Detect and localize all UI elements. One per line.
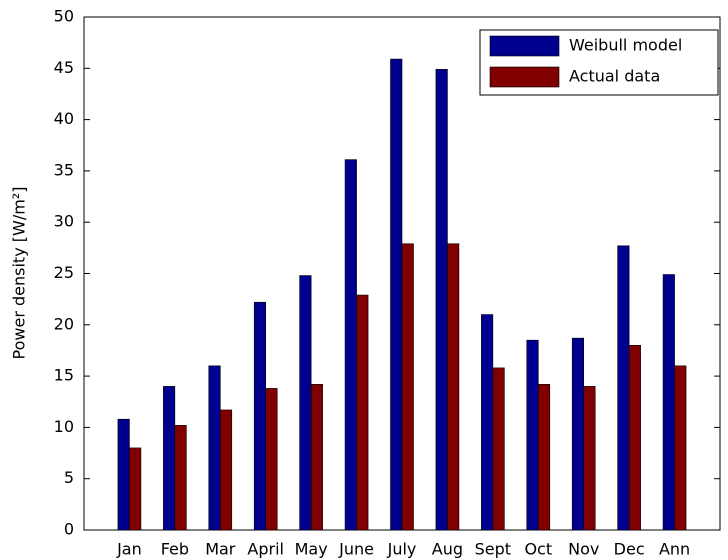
x-tick-label: May xyxy=(295,540,328,559)
legend-label: Weibull model xyxy=(569,36,682,55)
y-tick-label: 15 xyxy=(54,366,74,385)
x-tick-label: Aug xyxy=(432,540,463,559)
x-tick-label: Oct xyxy=(524,540,552,559)
x-tick-label: April xyxy=(247,540,284,559)
bar xyxy=(662,274,675,531)
bar xyxy=(174,425,187,531)
legend-swatch xyxy=(489,35,560,57)
bar xyxy=(481,314,494,531)
bar xyxy=(265,388,278,531)
x-tick-label: Jan xyxy=(116,540,142,559)
bar xyxy=(674,365,687,531)
legend-swatch xyxy=(489,66,560,88)
bar xyxy=(492,367,505,531)
bar xyxy=(344,159,357,531)
bar xyxy=(390,58,403,531)
bar xyxy=(208,365,221,531)
y-tick-label: 25 xyxy=(54,263,74,282)
x-tick-label: Ann xyxy=(659,540,690,559)
y-tick-label: 10 xyxy=(54,417,74,436)
bar xyxy=(571,337,585,531)
bar xyxy=(617,245,630,531)
bar xyxy=(583,386,596,531)
bar xyxy=(526,339,539,531)
y-tick-label: 40 xyxy=(54,109,74,128)
x-tick-label: Dec xyxy=(614,540,645,559)
x-tick-label: Sept xyxy=(475,540,511,559)
legend-label: Actual data xyxy=(569,67,660,86)
bar xyxy=(628,345,641,531)
x-tick-label: June xyxy=(338,540,374,559)
bar xyxy=(310,384,323,531)
bar xyxy=(447,243,460,531)
x-tick-label: Mar xyxy=(205,540,236,559)
y-tick-label: 20 xyxy=(54,314,74,333)
bar xyxy=(129,447,142,531)
y-tick-label: 45 xyxy=(54,58,74,77)
bar xyxy=(299,275,312,531)
bar xyxy=(253,301,267,531)
bar xyxy=(435,69,448,531)
y-tick-label: 0 xyxy=(64,520,74,539)
y-tick-label: 50 xyxy=(54,7,74,26)
bar xyxy=(401,243,414,531)
x-tick-label: Feb xyxy=(161,540,189,559)
bar xyxy=(356,294,369,531)
y-axis-label: Power density [W/m²] xyxy=(10,187,29,360)
bar xyxy=(117,418,130,531)
bar xyxy=(163,386,176,531)
y-tick-label: 30 xyxy=(54,212,74,231)
bar xyxy=(537,384,551,531)
x-tick-label: Nov xyxy=(568,540,599,559)
y-tick-label: 35 xyxy=(54,160,74,179)
bar xyxy=(219,409,233,531)
y-tick-label: 5 xyxy=(64,468,74,487)
x-tick-label: July xyxy=(387,540,417,559)
